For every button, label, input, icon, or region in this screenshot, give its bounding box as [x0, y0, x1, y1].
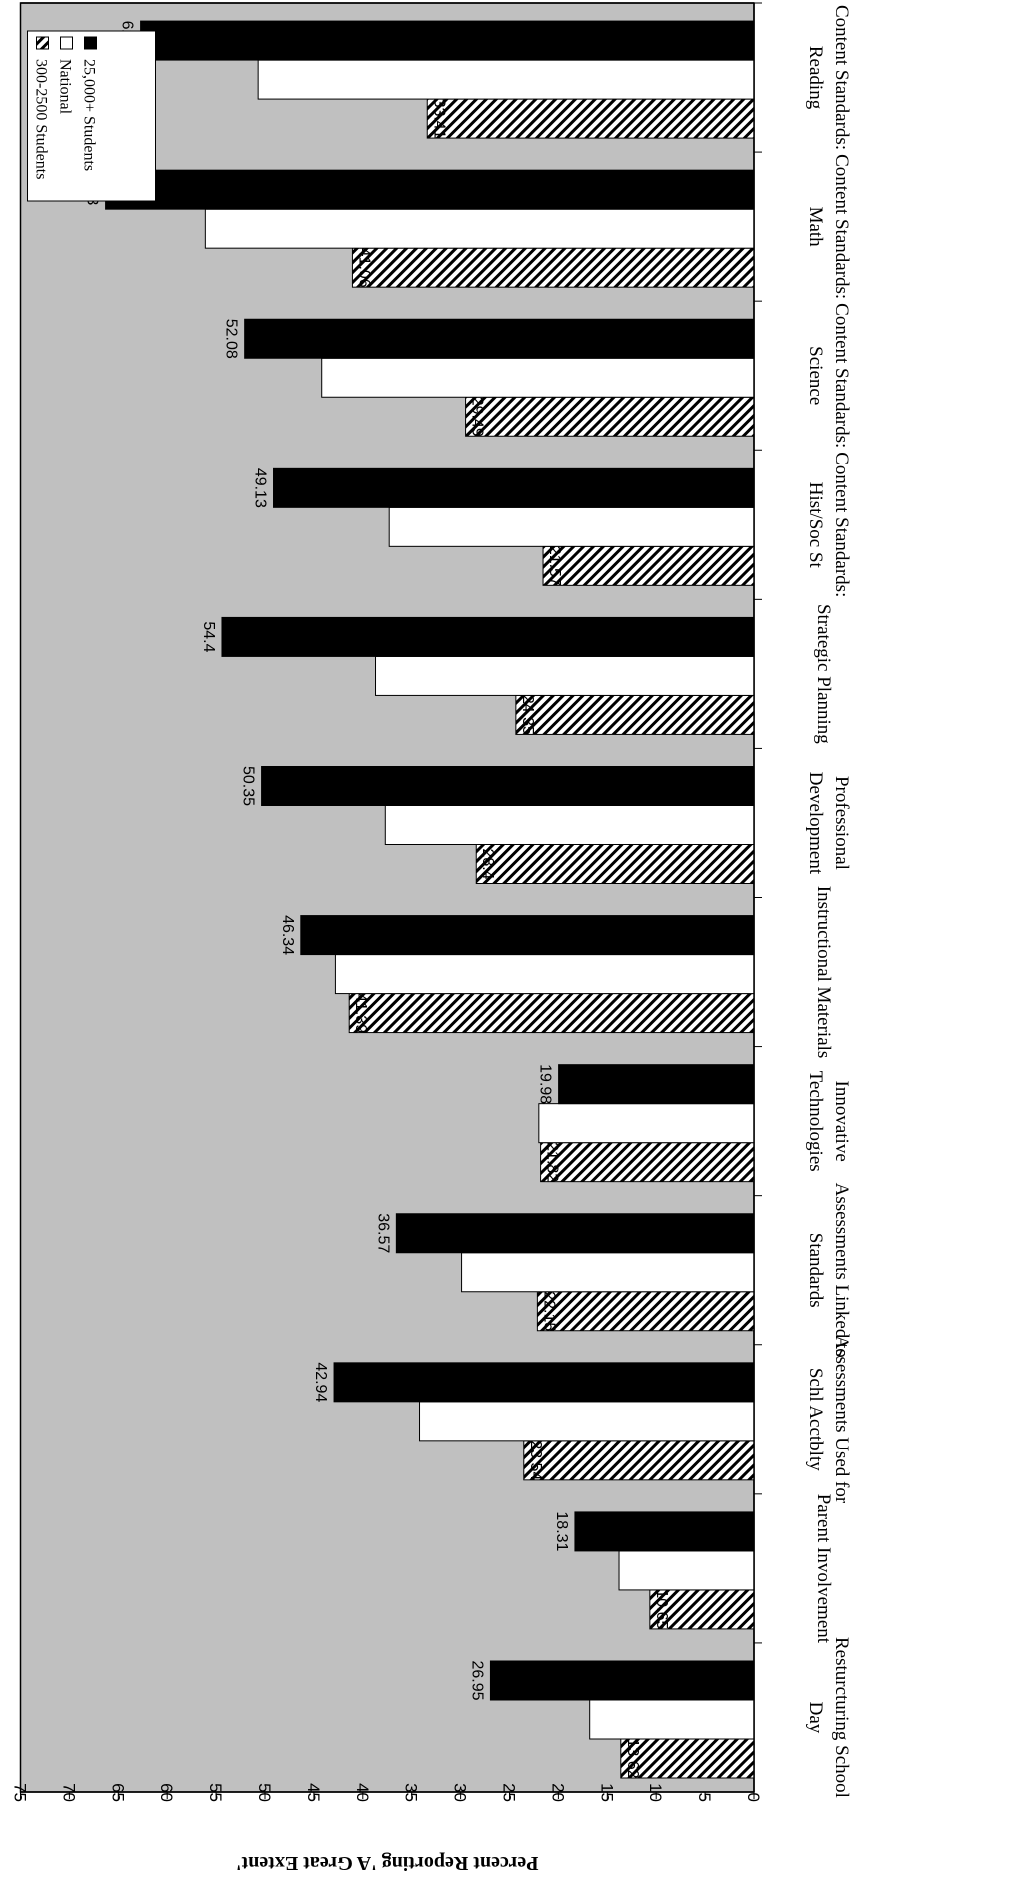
bar-25-000-students [489, 1660, 755, 1701]
data-label: 29.49 [469, 397, 486, 437]
axes: 0 5 10 15 20 25 30 35 40 45 50 55 60 65 70 75 [11, 2, 763, 1802]
category-label: Instructional Materials [813, 886, 834, 1059]
bar-25-000-students [221, 616, 755, 657]
category-label: Content Standards:Math [805, 154, 852, 299]
category-label: Parent Involvement [813, 1494, 834, 1644]
bar-national [375, 655, 755, 696]
data-label: 19.98 [537, 1064, 554, 1104]
category-label: ProfessionalDevelopment [805, 772, 852, 875]
data-label: 24.35 [519, 695, 536, 735]
tick-label: 35 [402, 1783, 421, 1802]
bar-national [257, 59, 755, 100]
legend: 300-2500 Students National 25,000+ Student… [27, 30, 156, 202]
data-label: 42.94 [312, 1362, 329, 1402]
category-label: Assessments Used forSchl Acctblty [805, 1335, 852, 1503]
tick-label: 40 [353, 1783, 372, 1802]
data-label: 21.57 [546, 546, 563, 586]
bar-300-2500-students [475, 844, 755, 884]
tick-label: 70 [59, 1783, 78, 1802]
bar-25-000-students [105, 169, 755, 210]
data-label: 28.4 [479, 848, 496, 879]
tick-label: 25 [500, 1783, 519, 1802]
data-label: 10.65 [653, 1589, 670, 1629]
bar-national [618, 1550, 755, 1591]
data-label: 22.15 [540, 1291, 557, 1331]
tick-label: 10 [646, 1783, 665, 1802]
category-label: Strategic Planning [813, 604, 834, 744]
tick-label: 5 [695, 1793, 714, 1802]
legend-label: 25,000+ Students [81, 59, 98, 171]
tick-label: 65 [108, 1783, 127, 1802]
category-label: InnovativeTechnologies [805, 1071, 852, 1172]
bar-300-2500-students [515, 694, 755, 735]
bar-25-000-students [300, 915, 755, 956]
category-label: Resturcturing SchoolDay [805, 1637, 852, 1798]
y-axis-title: Percent Reporting 'A Great Extent' [236, 1852, 539, 1874]
tick-label: 55 [206, 1783, 225, 1802]
tick-label: 75 [11, 1783, 30, 1802]
bar-national [419, 1401, 755, 1442]
bar-300-2500-students [426, 98, 755, 139]
legend-swatch [84, 36, 97, 50]
bar-300-2500-students [351, 247, 755, 288]
bar-national [384, 805, 755, 845]
bar-25-000-students [333, 1362, 755, 1403]
category-label: Content Standards:Science [805, 303, 852, 448]
data-label: 26.95 [468, 1660, 485, 1700]
bar-25-000-students [574, 1511, 755, 1552]
category-label: Assessments Linked toStandards [805, 1183, 852, 1358]
tick-label: 20 [548, 1783, 567, 1802]
bar-25-000-students [140, 20, 755, 61]
data-label: 41.06 [355, 248, 372, 288]
data-label: 46.34 [279, 915, 296, 955]
legend-label: 300-2500 Students [33, 59, 50, 179]
tick-label: 50 [255, 1783, 274, 1802]
tick-label: 15 [597, 1783, 616, 1802]
bar-national [321, 357, 755, 398]
tick-label: 0 [744, 1793, 763, 1802]
legend-swatch [36, 36, 49, 50]
tick-label: 60 [157, 1783, 176, 1802]
legend-swatch [60, 36, 73, 50]
data-label: 18.31 [553, 1511, 570, 1551]
data-label: 13.62 [624, 1738, 641, 1778]
bar-national [589, 1699, 755, 1740]
bar-national [388, 506, 755, 547]
data-label: 50.35 [240, 766, 257, 806]
tick-label: 45 [304, 1783, 323, 1802]
bar-300-2500-students [542, 545, 755, 586]
bar-300-2500-students [465, 396, 755, 437]
bar-national [461, 1252, 755, 1293]
bar-300-2500-students [540, 1142, 755, 1183]
data-label: 33.41 [430, 99, 447, 139]
bar-300-2500-students [348, 993, 755, 1034]
legend-box [27, 30, 156, 202]
category-label: Content Standards:Reading [805, 5, 852, 150]
bar-25-000-students [261, 766, 755, 806]
bar-25-000-students [244, 318, 755, 359]
bar-300-2500-students [523, 1440, 755, 1481]
data-label: 21.82 [544, 1142, 561, 1182]
data-label: 23.54 [527, 1440, 544, 1480]
data-label: 54.4 [200, 621, 217, 652]
data-label: 41.39 [352, 993, 369, 1033]
tick-label: 30 [451, 1783, 470, 1802]
category-label: Content Standards:Hist/Soc St [805, 452, 852, 597]
bar-25-000-students [395, 1213, 755, 1254]
data-label: 49.13 [252, 468, 269, 508]
bar-national [538, 1103, 755, 1144]
plot-area [19, 2, 755, 1793]
bar-national [204, 208, 755, 249]
bars-group [105, 20, 755, 1779]
legend-label: National [57, 59, 74, 115]
bar-25-000-students [558, 1064, 755, 1105]
bar-25-000-students [273, 467, 755, 508]
data-label: 36.57 [374, 1213, 391, 1253]
bar-national [334, 954, 755, 995]
data-label: 52.08 [223, 319, 240, 359]
bar-300-2500-students [536, 1291, 755, 1332]
